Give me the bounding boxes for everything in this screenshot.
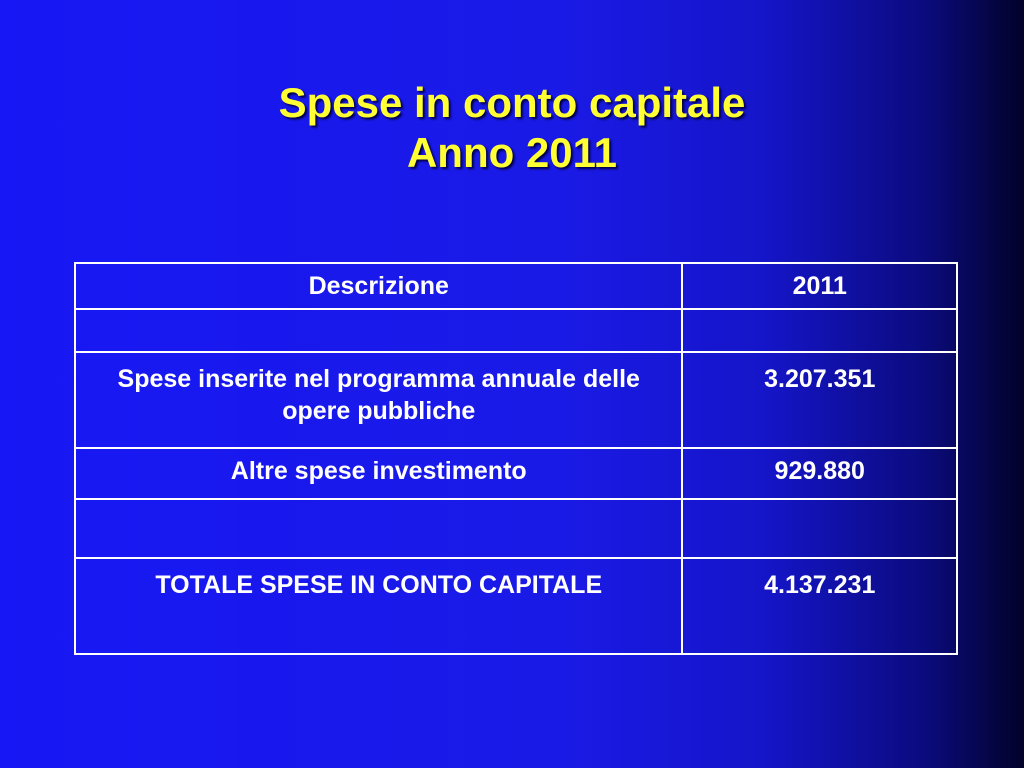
title-line-2: Anno 2011 (406, 129, 618, 176)
title-line-1: Spese in conto capitale (278, 79, 746, 126)
header-description: Descrizione (73, 262, 684, 310)
table-row: Altre spese investimento 929.880 (73, 447, 958, 500)
row-value: 3.207.351 (681, 351, 958, 449)
table-total-row: TOTALE SPESE IN CONTO CAPITALE 4.137.231 (73, 557, 958, 655)
table-header-row: Descrizione 2011 (73, 262, 958, 310)
row-value (681, 498, 958, 559)
total-value: 4.137.231 (681, 557, 958, 655)
header-year: 2011 (681, 262, 958, 310)
row-description (73, 308, 684, 353)
slide-title: Spese in conto capitale Anno 2011 (0, 78, 1024, 178)
expense-table-container: Descrizione 2011 Spese inserite nel prog… (73, 262, 958, 655)
total-description: TOTALE SPESE IN CONTO CAPITALE (73, 557, 684, 655)
table-row (73, 498, 958, 559)
row-description (73, 498, 684, 559)
expense-table: Descrizione 2011 Spese inserite nel prog… (73, 262, 958, 655)
row-description: Altre spese investimento (73, 447, 684, 500)
row-description: Spese inserite nel programma annuale del… (73, 351, 684, 449)
table-row: Spese inserite nel programma annuale del… (73, 351, 958, 449)
row-value: 929.880 (681, 447, 958, 500)
table-row (73, 308, 958, 353)
row-value (681, 308, 958, 353)
